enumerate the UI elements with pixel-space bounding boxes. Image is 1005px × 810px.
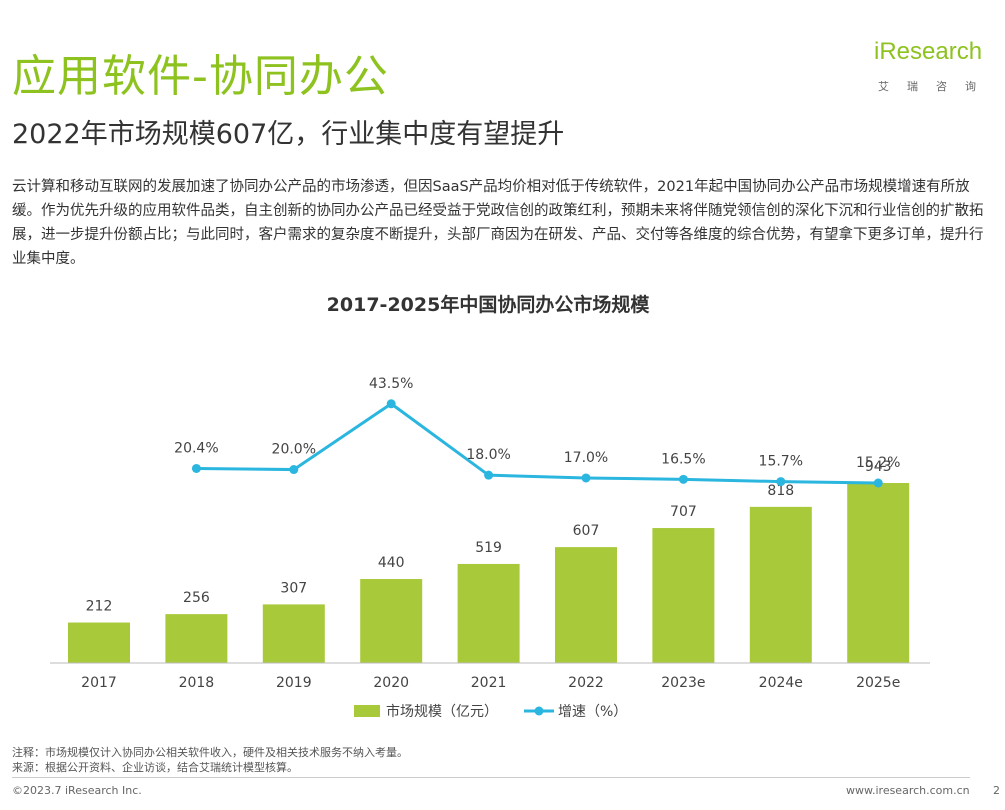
x-tick-2024e: 2024e	[759, 675, 803, 691]
growth-point-2022	[581, 473, 591, 483]
market-size-chart: 2017-2025年中国协同办公市场规模 212 256 307 440 519 607 7…	[50, 293, 930, 720]
logo-chinese-name: 艾瑞咨询	[878, 80, 994, 93]
growth-point-2019	[289, 465, 299, 475]
growth-point-2024e	[776, 477, 786, 487]
chart-legend: 市场规模（亿元） 增速（%）	[354, 703, 627, 720]
x-axis: 2017 2018 2019 2020 2021 2022 2023e 2024e 2025e	[50, 662, 930, 691]
chart-note: 注释：市场规模仅计入协同办公相关软件收入，硬件及相关技术服务不纳入考量。	[12, 746, 408, 759]
logo-wordmark: iResearch	[874, 38, 983, 65]
description-paragraph: 云计算和移动互联网的发展加速了协同办公产品的市场渗透，但因SaaS产品均价相对低…	[12, 179, 984, 267]
legend-line-marker	[534, 706, 544, 716]
growth-label-2023e: 16.5%	[661, 451, 705, 467]
bar-label-2019: 307	[280, 580, 307, 596]
x-tick-2025e: 2025e	[856, 675, 900, 691]
bar-2018	[165, 614, 228, 663]
growth-label-2022: 17.0%	[564, 450, 608, 466]
bar-label-2024e: 818	[767, 483, 794, 499]
x-tick-2021: 2021	[471, 675, 507, 691]
bar-label-2018: 256	[183, 590, 210, 606]
iresearch-logo: iResearch 艾瑞咨询	[872, 38, 1000, 98]
bar-2025e	[847, 483, 910, 663]
growth-point-2025e	[873, 478, 883, 488]
growth-label-2019: 20.0%	[272, 442, 316, 458]
x-tick-2017: 2017	[81, 675, 117, 691]
growth-label-2018: 20.4%	[174, 440, 218, 456]
bar-2020	[360, 579, 423, 663]
page-title: 应用软件-协同办公	[12, 51, 389, 102]
growth-line	[196, 401, 879, 485]
x-tick-2020: 2020	[373, 675, 409, 691]
growth-label-2021: 18.0%	[466, 447, 510, 463]
bar-2023e	[652, 528, 715, 663]
bar-2024e	[749, 506, 812, 663]
legend-line-label: 增速（%）	[558, 704, 627, 720]
page-subtitle: 2022年市场规模607亿，行业集中度有望提升	[12, 119, 565, 150]
bar-2022	[555, 547, 617, 663]
chart-title: 2017-2025年中国协同办公市场规模	[327, 293, 651, 316]
growth-point-2020	[386, 399, 396, 409]
growth-line-series: 20.4% 20.0% 43.5% 18.0% 17.0% 16.5% 15.7% 15.2%	[174, 376, 900, 488]
x-tick-2018: 2018	[179, 675, 215, 691]
x-tick-2022: 2022	[568, 675, 604, 691]
bar-label-2025e: 943	[865, 459, 892, 475]
footer-divider	[12, 777, 970, 778]
footer-copyright: ©2023.7 iResearch Inc.	[12, 784, 142, 797]
page-number: 2	[993, 784, 1000, 797]
growth-label-2020: 43.5%	[369, 376, 413, 392]
bar-label-2022: 607	[573, 523, 600, 539]
growth-label-2024e: 15.7%	[759, 454, 803, 470]
footer-website: www.iresearch.com.cn	[846, 784, 970, 797]
chart-source: 来源：根据公开资料、企业访谈，结合艾瑞统计模型核算。	[12, 761, 298, 774]
growth-point-2018	[191, 463, 201, 473]
growth-label-2025e: 15.2%	[856, 455, 900, 471]
x-tick-2023e: 2023e	[661, 675, 705, 691]
legend-bar-label: 市场规模（亿元）	[386, 703, 498, 720]
legend-bar-swatch	[354, 705, 380, 717]
bar-series: 212 256 307 440 519 607 707 818 943	[68, 459, 910, 663]
bar-2017	[68, 622, 130, 663]
bar-label-2023e: 707	[670, 504, 697, 520]
growth-point-2023e	[678, 474, 688, 484]
bar-label-2017: 212	[86, 599, 113, 615]
bar-2021	[457, 563, 520, 663]
bar-label-2021: 519	[475, 540, 502, 556]
growth-point-2021	[484, 470, 494, 480]
bar-label-2020: 440	[378, 555, 405, 571]
bar-2019	[262, 604, 325, 663]
x-tick-2019: 2019	[276, 675, 312, 691]
